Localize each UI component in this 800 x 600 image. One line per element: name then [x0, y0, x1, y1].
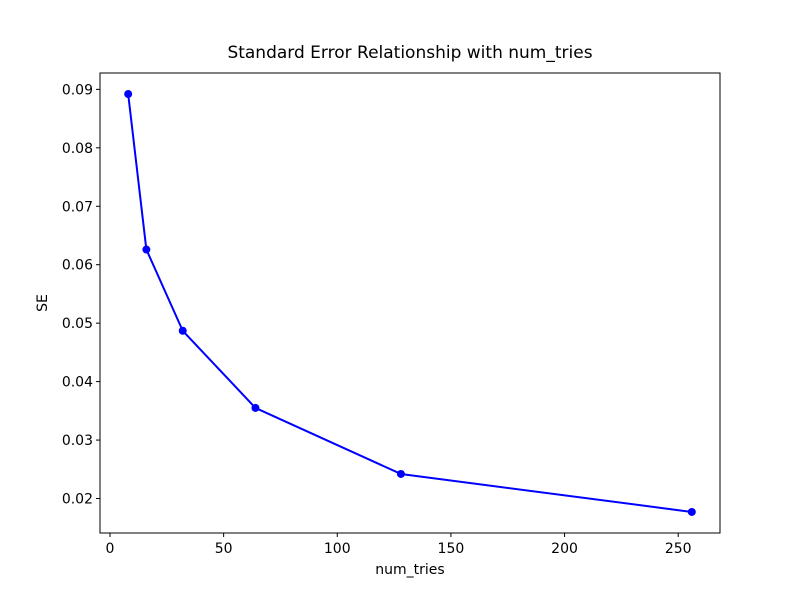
y-tick-label: 0.08	[62, 141, 93, 157]
plot-area-frame	[99, 72, 721, 534]
y-axis-label: SE	[35, 294, 51, 312]
y-tick-label: 0.06	[62, 258, 93, 274]
y-tick-label: 0.04	[62, 375, 93, 391]
data-point-marker	[396, 469, 405, 478]
data-point-marker	[687, 507, 696, 516]
x-tick-label: 100	[324, 541, 351, 557]
data-point-marker	[178, 326, 187, 335]
x-tick-label: 150	[438, 541, 465, 557]
x-axis-ticks: 0 50 100 150 200 250	[106, 533, 692, 557]
series-markers	[124, 90, 696, 516]
x-tick-label: 250	[665, 541, 692, 557]
data-point-marker	[124, 90, 133, 99]
chart-title: Standard Error Relationship with num_tri…	[227, 43, 592, 63]
y-axis-ticks: 0.02 0.03 0.04 0.05 0.06 0.07 0.08 0.09	[62, 82, 100, 508]
y-tick-label: 0.02	[62, 492, 93, 508]
x-tick-label: 50	[215, 541, 233, 557]
y-tick-label: 0.07	[62, 199, 93, 215]
y-tick-label: 0.09	[62, 82, 93, 98]
x-axis-label: num_tries	[375, 562, 444, 578]
data-point-marker	[142, 245, 151, 254]
y-tick-label: 0.05	[62, 316, 93, 332]
series-line	[127, 93, 692, 513]
x-tick-label: 200	[551, 541, 578, 557]
x-tick-label: 0	[106, 541, 115, 557]
y-tick-label: 0.03	[62, 433, 93, 449]
data-point-marker	[251, 403, 260, 412]
